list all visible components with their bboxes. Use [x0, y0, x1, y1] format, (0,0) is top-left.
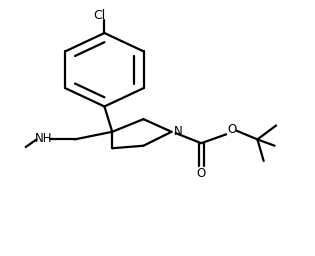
Text: N: N [174, 124, 183, 137]
Text: NH: NH [35, 132, 52, 145]
Text: Cl: Cl [94, 9, 106, 22]
Text: O: O [197, 167, 206, 180]
Text: O: O [228, 123, 237, 136]
